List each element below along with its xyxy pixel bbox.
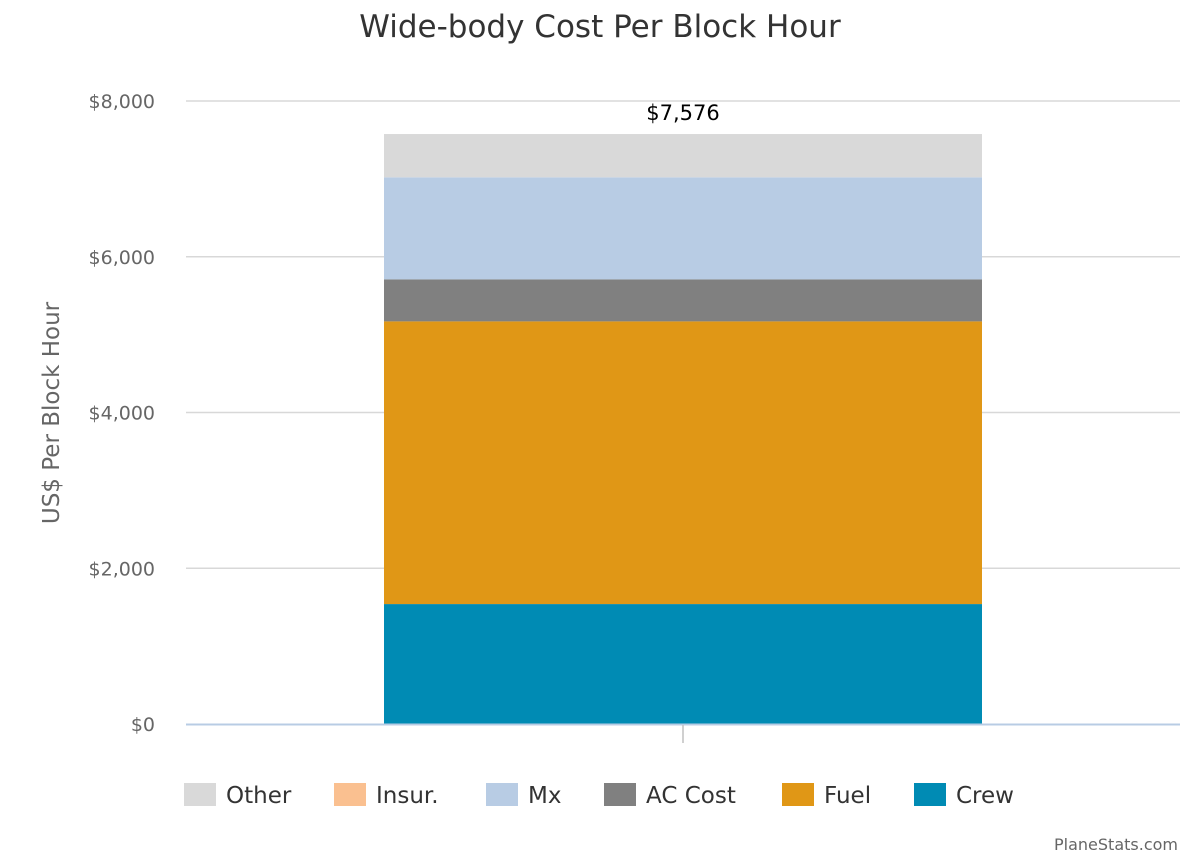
bar-segment-fuel[interactable] (384, 321, 982, 605)
legend-label: Mx (528, 783, 561, 809)
legend-label: Insur. (376, 783, 439, 809)
legend-item-crew[interactable]: Crew (914, 783, 1014, 809)
y-tick-label: $0 (131, 714, 155, 736)
bar-segment-ac-cost[interactable] (384, 279, 982, 322)
bar-segment-mx[interactable] (384, 177, 982, 280)
credit-text[interactable]: PlaneStats.com (1054, 835, 1178, 854)
y-tick-label: $6,000 (89, 247, 155, 269)
y-tick-label: $4,000 (89, 403, 155, 425)
legend-swatch (604, 783, 636, 806)
legend-swatch (782, 783, 814, 806)
chart-title: Wide-body Cost Per Block Hour (359, 9, 841, 45)
bar-segment-other[interactable] (384, 134, 982, 178)
legend: Other Insur. Mx AC Cost Fuel Crew (184, 783, 1014, 809)
legend-item-insur[interactable]: Insur. (334, 783, 439, 809)
bar-segments (384, 134, 982, 724)
y-axis-label: US$ Per Block Hour (39, 301, 65, 524)
bar-segment-crew[interactable] (384, 604, 982, 724)
legend-label: Crew (956, 783, 1014, 809)
y-tick-label: $8,000 (89, 91, 155, 113)
legend-swatch (486, 783, 518, 806)
legend-item-mx[interactable]: Mx (486, 783, 561, 809)
legend-swatch (334, 783, 366, 806)
legend-swatch (914, 783, 946, 806)
legend-label: AC Cost (646, 783, 736, 809)
legend-item-other[interactable]: Other (184, 783, 292, 809)
legend-label: Fuel (824, 783, 871, 809)
legend-item-ac-cost[interactable]: AC Cost (604, 783, 736, 809)
y-axis-ticks: $0 $2,000 $4,000 $6,000 $8,000 (89, 91, 155, 736)
y-tick-label: $2,000 (89, 558, 155, 580)
legend-swatch (184, 783, 216, 806)
legend-item-fuel[interactable]: Fuel (782, 783, 871, 809)
legend-label: Other (226, 783, 292, 809)
total-data-label: $7,576 (646, 101, 719, 125)
